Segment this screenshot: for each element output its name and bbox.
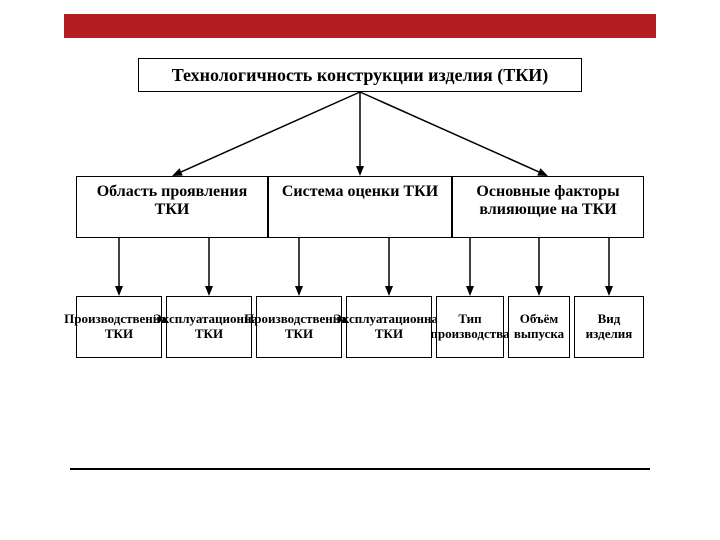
mid-node-1: Система оценки ТКИ bbox=[268, 176, 452, 238]
root-node-label: Технологичность конструкции изделия (ТКИ… bbox=[172, 65, 549, 86]
mid-node-1-label: Система оценки ТКИ bbox=[282, 183, 438, 201]
leaf-node-4: Тип производства bbox=[436, 296, 504, 358]
leaf-node-6: Вид изделия bbox=[574, 296, 644, 358]
mid-node-2-label: Основные факторы влияющие на ТКИ bbox=[457, 183, 639, 220]
mid-node-0: Область проявления ТКИ bbox=[76, 176, 268, 238]
mid-node-0-label: Область проявления ТКИ bbox=[81, 183, 263, 220]
leaf-node-2: Производственная ТКИ bbox=[256, 296, 342, 358]
leaf-node-5: Объём выпуска bbox=[508, 296, 570, 358]
leaf-node-6-label: Вид изделия bbox=[579, 312, 639, 342]
leaf-node-4-label: Тип производства bbox=[430, 312, 509, 342]
leaf-node-1: Эксплуатационная ТКИ bbox=[166, 296, 252, 358]
leaf-node-3: Эксплуатационная ТКИ bbox=[346, 296, 432, 358]
mid-node-2: Основные факторы влияющие на ТКИ bbox=[452, 176, 644, 238]
leaf-node-0: Производственная ТКИ bbox=[76, 296, 162, 358]
leaf-node-5-label: Объём выпуска bbox=[513, 312, 565, 342]
footer-rule bbox=[70, 468, 650, 470]
header-bar bbox=[64, 14, 656, 38]
leaf-node-3-label: Эксплуатационная ТКИ bbox=[333, 312, 445, 342]
root-node: Технологичность конструкции изделия (ТКИ… bbox=[138, 58, 582, 92]
